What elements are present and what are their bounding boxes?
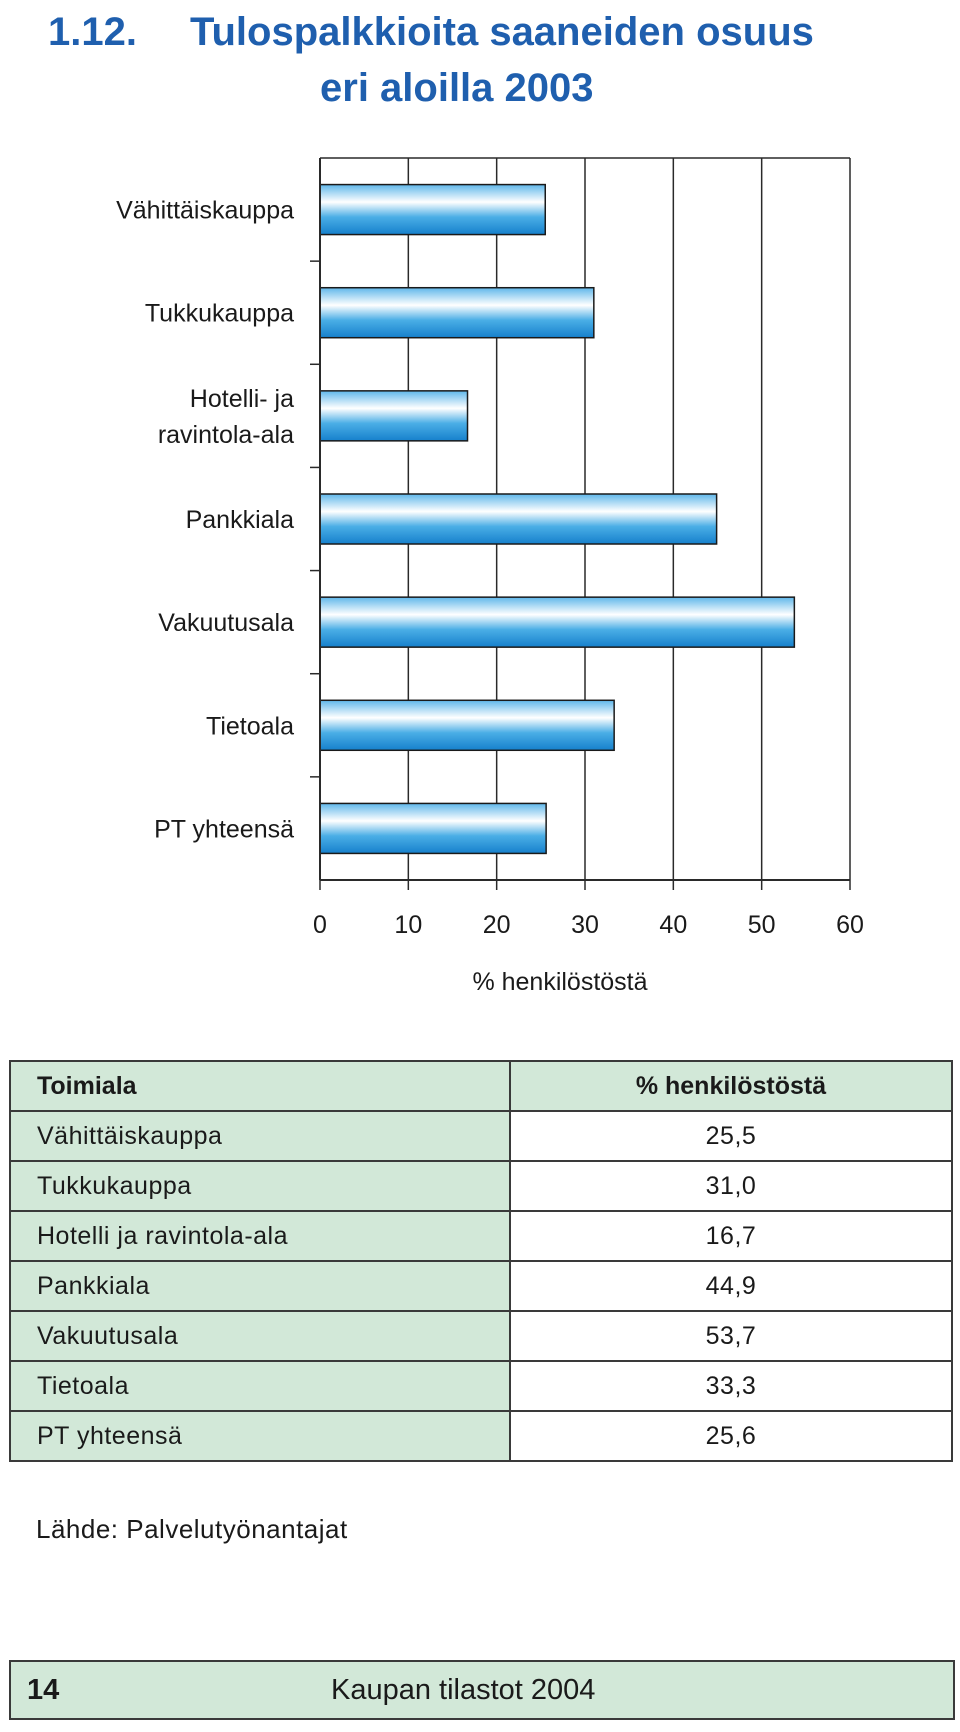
table-cell-percent: 44,9 bbox=[509, 1260, 953, 1312]
table-row: Hotelli ja ravintola-ala 16,7 bbox=[9, 1210, 953, 1262]
category-label: Tietoala bbox=[206, 712, 294, 740]
table-row: PT yhteensä 25,6 bbox=[9, 1410, 953, 1462]
page-title: 1.12. Tulospalkkioita saaneiden osuus eri… bbox=[48, 4, 948, 116]
table-cell-percent: 33,3 bbox=[509, 1360, 953, 1412]
table-row: Tietoala 33,3 bbox=[9, 1360, 953, 1412]
category-labels: Vähittäiskauppa Tukkukauppa Hotelli- ja rav… bbox=[116, 197, 294, 844]
table-row: Tukkukauppa 31,0 bbox=[9, 1160, 953, 1212]
bar bbox=[319, 699, 615, 752]
table-cell-toimiala: Vähittäiskauppa bbox=[9, 1110, 511, 1162]
table-row: Pankkiala 44,9 bbox=[9, 1260, 953, 1312]
bar bbox=[319, 183, 546, 236]
table-cell-toimiala: Hotelli ja ravintola-ala bbox=[9, 1210, 511, 1262]
bar-chart: Vähittäiskauppa Tukkukauppa Hotelli- ja rav… bbox=[116, 157, 864, 996]
column-header-toimiala: Toimiala bbox=[9, 1060, 511, 1112]
category-label: Vähittäiskauppa bbox=[116, 197, 294, 225]
figure-number: 1.12. bbox=[48, 10, 137, 54]
table-cell-toimiala: PT yhteensä bbox=[9, 1410, 511, 1462]
source-note: Lähde: Palvelutyönantajat bbox=[36, 1514, 348, 1544]
category-label: Vakuutusala bbox=[158, 609, 294, 637]
category-label: PT yhteensä bbox=[154, 815, 294, 843]
bar bbox=[319, 596, 796, 648]
title-line-1: Tulospalkkioita saaneiden osuus bbox=[190, 10, 814, 54]
title-line-2: eri aloilla 2003 bbox=[320, 66, 594, 110]
bar bbox=[319, 493, 718, 545]
table-cell-toimiala: Pankkiala bbox=[9, 1260, 511, 1312]
table-cell-percent: 31,0 bbox=[509, 1160, 953, 1212]
table-row: Vähittäiskauppa 25,5 bbox=[9, 1110, 953, 1162]
x-tick-label: 20 bbox=[483, 911, 511, 939]
page-footer: 14 Kaupan tilastot 2004 bbox=[9, 1660, 955, 1720]
chart-bars bbox=[319, 183, 796, 855]
table-cell-toimiala: Tietoala bbox=[9, 1360, 511, 1412]
x-tick-label: 40 bbox=[659, 911, 687, 939]
x-axis-label: % henkilöstöstä bbox=[472, 968, 647, 996]
bar bbox=[319, 286, 595, 339]
category-label: Pankkiala bbox=[186, 506, 294, 534]
x-axis: 0 10 20 30 40 50 60 bbox=[310, 158, 864, 939]
table-cell-percent: 25,6 bbox=[509, 1410, 953, 1462]
table-row: Vakuutusala 53,7 bbox=[9, 1310, 953, 1362]
category-label: Tukkukauppa bbox=[145, 300, 294, 328]
x-tick-label: 60 bbox=[836, 911, 864, 939]
table-cell-toimiala: Vakuutusala bbox=[9, 1310, 511, 1362]
x-tick-label: 50 bbox=[748, 911, 776, 939]
table-header-row: Toimiala % henkilöstöstä bbox=[9, 1060, 953, 1112]
data-table: Toimiala % henkilöstöstä Vähittäiskauppa… bbox=[9, 1060, 953, 1462]
table-cell-toimiala: Tukkukauppa bbox=[9, 1160, 511, 1212]
x-tick-label: 30 bbox=[571, 911, 599, 939]
x-tick-label: 0 bbox=[313, 911, 327, 939]
publication-title: Kaupan tilastot 2004 bbox=[331, 1674, 596, 1706]
x-tick-label: 10 bbox=[394, 911, 422, 939]
table-cell-percent: 53,7 bbox=[509, 1310, 953, 1362]
page-number: 14 bbox=[27, 1674, 60, 1706]
table-cell-percent: 16,7 bbox=[509, 1210, 953, 1262]
category-label: Hotelli- ja ravintola-ala bbox=[158, 385, 294, 449]
bar bbox=[319, 802, 547, 855]
column-header-percent: % henkilöstöstä bbox=[509, 1060, 953, 1112]
table-cell-percent: 25,5 bbox=[509, 1110, 953, 1162]
bar bbox=[319, 390, 469, 442]
